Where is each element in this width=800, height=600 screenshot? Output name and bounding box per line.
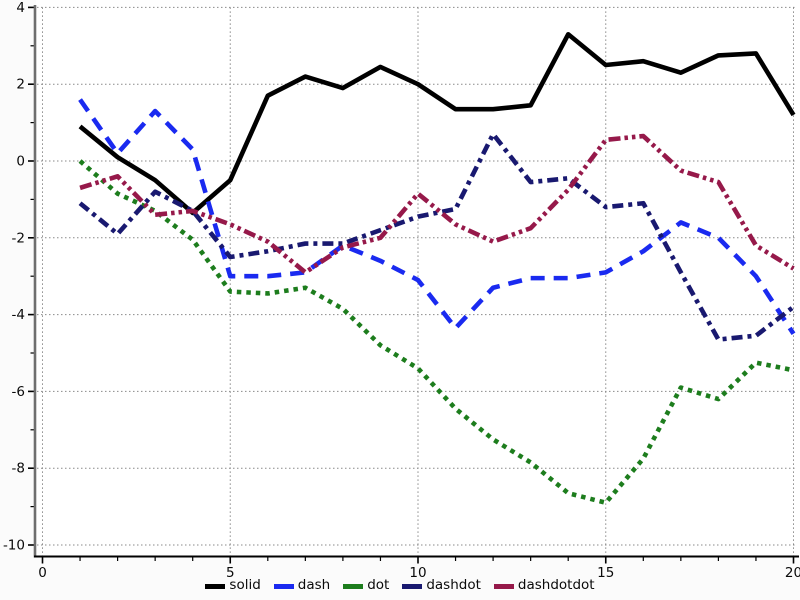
- legend-item-solid: solid: [205, 577, 261, 594]
- legend-swatch-solid: [205, 583, 226, 589]
- chart-legend: solid dash dot dashdot dashdotdot: [0, 577, 800, 595]
- y-tick-label: -6: [12, 384, 25, 400]
- x-tick-label: 20: [785, 565, 800, 581]
- series-solid-line: [78, 31, 796, 216]
- legend-swatch-dot: [343, 583, 364, 589]
- legend-item-dashdotdot: dashdotdot: [493, 577, 595, 594]
- series-dash-line: [78, 98, 796, 336]
- x-tick-label: 5: [226, 565, 235, 581]
- legend-swatch-dashdotdot: [493, 583, 514, 589]
- y-tick-label: -8: [12, 461, 25, 477]
- legend-item-dot: dot: [343, 579, 389, 593]
- y-tick-label: -10: [3, 538, 25, 554]
- y-tick-label: 0: [16, 154, 25, 170]
- series-dashdot-line: [78, 131, 795, 342]
- legend-label-dash: dash: [297, 577, 331, 594]
- legend-label-dashdotdot: dashdotdot: [517, 577, 595, 594]
- legend-swatch-dashdot: [402, 583, 423, 589]
- legend-label-dashdot: dashdot: [426, 577, 481, 594]
- x-tick-label: 0: [38, 565, 47, 581]
- legend-label-dot: dot: [367, 577, 390, 594]
- legend-item-dashdot: dashdot: [402, 579, 481, 593]
- y-tick-label: 4: [16, 0, 25, 16]
- x-tick-label: 10: [409, 565, 426, 581]
- x-tick-label: 15: [597, 565, 614, 581]
- legend-item-dash: dash: [273, 577, 331, 594]
- y-tick-label: -2: [12, 230, 25, 246]
- series-dashdotdot-line: [79, 133, 795, 275]
- y-tick-label: 2: [16, 77, 25, 93]
- legend-swatch-dash: [273, 583, 294, 589]
- y-tick-label: -4: [12, 307, 25, 323]
- legend-label-solid: solid: [229, 577, 261, 594]
